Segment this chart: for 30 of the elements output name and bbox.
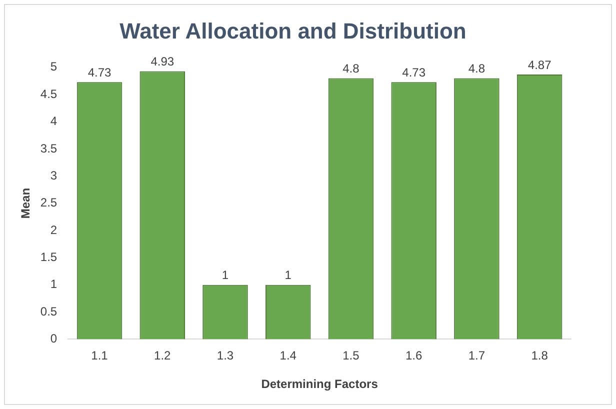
y-tick-label: 3 (50, 168, 58, 182)
data-label: 1 (222, 268, 229, 282)
x-tick-label: 1.1 (91, 348, 108, 363)
x-axis-title: Determining Factors (261, 377, 378, 392)
x-tick-label: 1.7 (468, 348, 486, 363)
y-tick-label: 1 (50, 277, 58, 292)
data-label: 4.93 (150, 54, 174, 69)
y-tick-label: 5 (50, 60, 58, 74)
y-tick-label: 2.5 (40, 196, 58, 210)
data-label: 4.87 (528, 58, 552, 72)
y-tick-label: 1.5 (40, 250, 58, 264)
chart-title: Water Allocation and Distribution (120, 18, 466, 44)
data-label: 4.73 (88, 65, 112, 80)
x-tick-label: 1.6 (405, 348, 422, 363)
data-label: 4.8 (342, 62, 360, 76)
x-tick-label: 1.8 (531, 348, 548, 363)
x-tick-label: 1.3 (216, 348, 234, 363)
x-tick-label: 1.5 (342, 348, 360, 363)
y-tick-label: 0.5 (40, 304, 58, 318)
data-label: 4.73 (402, 65, 426, 80)
y-tick-label: 3.5 (40, 141, 58, 156)
data-label: 1 (284, 268, 292, 282)
data-label: 4.8 (468, 62, 486, 76)
y-tick-label: 0 (50, 332, 58, 346)
x-tick-label: 1.4 (280, 348, 297, 363)
y-tick-label: 2 (50, 222, 58, 237)
y-tick-label: 4 (50, 114, 58, 128)
y-tick-label: 4.5 (40, 86, 58, 101)
x-tick-label: 1.2 (154, 348, 172, 363)
y-axis-title: Mean (18, 188, 33, 219)
